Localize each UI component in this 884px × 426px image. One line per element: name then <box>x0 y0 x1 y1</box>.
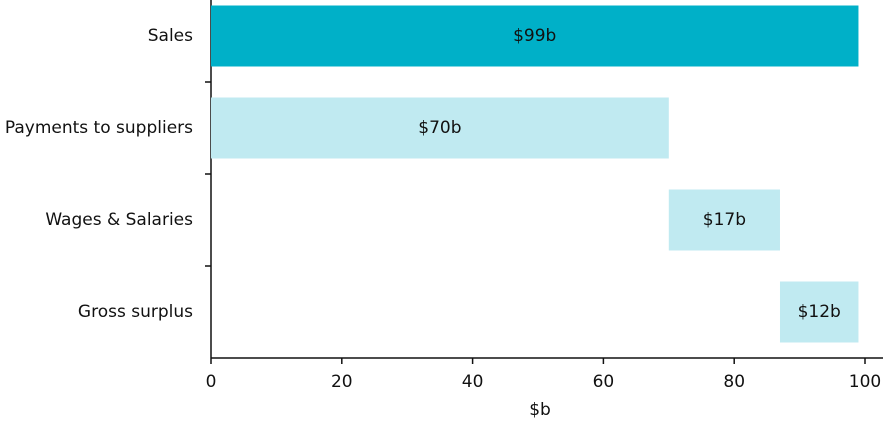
x-tick-label: 80 <box>723 372 745 392</box>
value-label: $70b <box>418 118 461 138</box>
x-axis-label: $b <box>529 400 551 420</box>
value-label: $17b <box>703 210 746 230</box>
category-label: Payments to suppliers <box>5 118 193 138</box>
category-label: Sales <box>148 26 193 46</box>
x-tick-label: 100 <box>849 372 881 392</box>
category-label: Wages & Salaries <box>45 210 193 230</box>
x-tick-label: 0 <box>206 372 217 392</box>
bar <box>211 5 859 67</box>
category-label: Gross surplus <box>78 302 193 322</box>
x-tick-label: 60 <box>593 372 615 392</box>
value-label: $99b <box>513 26 556 46</box>
x-tick-label: 40 <box>462 372 484 392</box>
bar <box>668 189 780 251</box>
value-label: $12b <box>798 302 841 322</box>
bar <box>211 97 669 159</box>
x-tick-label: 20 <box>331 372 353 392</box>
bar <box>779 281 859 343</box>
